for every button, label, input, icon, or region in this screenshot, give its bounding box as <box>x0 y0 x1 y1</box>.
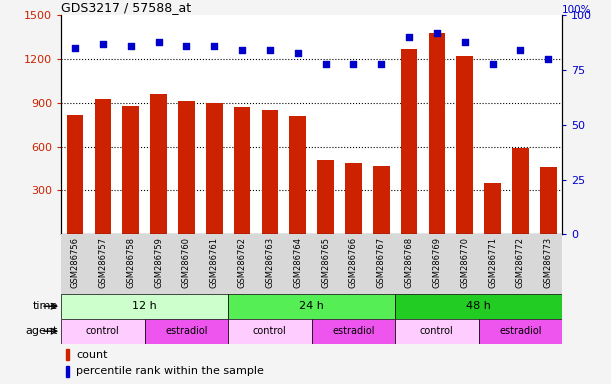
Point <box>293 50 302 56</box>
Text: GSM286761: GSM286761 <box>210 237 219 288</box>
Bar <box>345 163 362 234</box>
Text: GSM286759: GSM286759 <box>154 237 163 288</box>
Bar <box>66 366 69 377</box>
Text: GSM286773: GSM286773 <box>544 237 553 288</box>
Point <box>376 60 386 66</box>
Text: 24 h: 24 h <box>299 301 324 311</box>
Text: agent: agent <box>26 326 58 336</box>
Point <box>153 38 163 45</box>
Text: GSM286758: GSM286758 <box>126 237 135 288</box>
Point <box>126 43 136 49</box>
Point <box>348 60 358 66</box>
Text: 100%: 100% <box>562 5 591 15</box>
Text: GSM286766: GSM286766 <box>349 237 358 288</box>
Bar <box>67 114 83 234</box>
Bar <box>228 319 312 344</box>
Bar <box>373 166 390 234</box>
Point <box>543 56 553 62</box>
Bar <box>66 349 69 360</box>
Bar <box>262 110 278 234</box>
Text: control: control <box>253 326 287 336</box>
Bar <box>512 148 529 234</box>
Point <box>98 41 108 47</box>
Text: time: time <box>33 301 58 311</box>
Bar <box>228 294 395 319</box>
Point <box>488 60 497 66</box>
Bar <box>317 160 334 234</box>
Bar <box>61 294 228 319</box>
Text: GSM286772: GSM286772 <box>516 237 525 288</box>
Text: count: count <box>76 350 108 360</box>
Bar <box>290 116 306 234</box>
Bar <box>478 319 562 344</box>
Text: 12 h: 12 h <box>132 301 157 311</box>
Bar <box>122 106 139 234</box>
Text: GSM286765: GSM286765 <box>321 237 330 288</box>
Bar <box>401 49 417 234</box>
Bar <box>456 56 473 234</box>
Point <box>210 43 219 49</box>
Point <box>460 38 470 45</box>
Text: GDS3217 / 57588_at: GDS3217 / 57588_at <box>61 1 191 14</box>
Bar <box>484 183 501 234</box>
Point <box>265 47 275 53</box>
Point <box>516 47 525 53</box>
Bar <box>395 294 562 319</box>
Bar <box>145 319 228 344</box>
Text: GSM286770: GSM286770 <box>460 237 469 288</box>
Bar <box>312 319 395 344</box>
Point <box>181 43 191 49</box>
Point <box>70 45 80 51</box>
Text: control: control <box>86 326 120 336</box>
Point <box>404 34 414 40</box>
Text: control: control <box>420 326 454 336</box>
Text: GSM286756: GSM286756 <box>70 237 79 288</box>
Text: GSM286764: GSM286764 <box>293 237 302 288</box>
Text: GSM286771: GSM286771 <box>488 237 497 288</box>
Text: GSM286757: GSM286757 <box>98 237 108 288</box>
Text: estradiol: estradiol <box>165 326 208 336</box>
Text: estradiol: estradiol <box>332 326 375 336</box>
Text: GSM286768: GSM286768 <box>404 237 414 288</box>
Point <box>321 60 331 66</box>
Text: GSM286769: GSM286769 <box>433 237 441 288</box>
Bar <box>95 99 111 234</box>
Bar <box>150 94 167 234</box>
Text: GSM286762: GSM286762 <box>238 237 246 288</box>
Text: estradiol: estradiol <box>499 326 541 336</box>
Text: GSM286763: GSM286763 <box>265 237 274 288</box>
Bar <box>395 319 478 344</box>
Bar <box>233 107 251 234</box>
Point <box>432 30 442 36</box>
Bar <box>428 33 445 234</box>
Bar <box>61 319 145 344</box>
Text: 48 h: 48 h <box>466 301 491 311</box>
Point <box>237 47 247 53</box>
Bar <box>206 103 222 234</box>
Text: GSM286760: GSM286760 <box>182 237 191 288</box>
Bar <box>178 101 195 234</box>
Bar <box>540 167 557 234</box>
Text: percentile rank within the sample: percentile rank within the sample <box>76 366 265 376</box>
Text: GSM286767: GSM286767 <box>377 237 386 288</box>
